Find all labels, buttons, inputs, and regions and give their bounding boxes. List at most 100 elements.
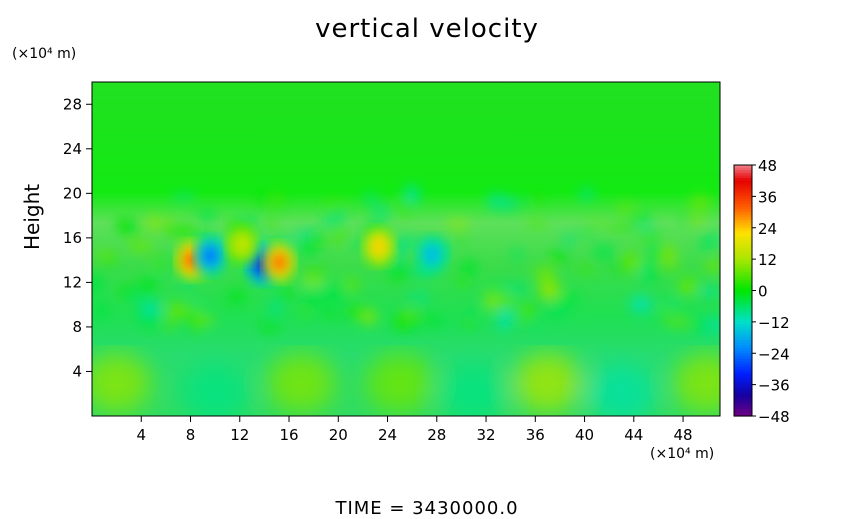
field-patch	[257, 192, 269, 205]
field-patch	[664, 318, 690, 327]
field-patch	[517, 301, 535, 322]
field-patch	[345, 305, 365, 318]
x-tick-label: 16	[279, 426, 298, 444]
field-patch	[164, 302, 188, 320]
colorbar-band	[734, 272, 752, 276]
colorbar-band	[734, 348, 752, 352]
field-patch	[629, 294, 653, 315]
field-patch	[698, 286, 720, 297]
field-patch	[704, 259, 720, 273]
colorbar-band	[734, 329, 752, 333]
field-patch	[559, 292, 580, 306]
field-patch	[270, 194, 281, 206]
x-tick-label: 36	[526, 426, 545, 444]
colorbar-band	[734, 355, 752, 360]
field-patch	[681, 215, 691, 225]
colorbar-band	[734, 167, 752, 171]
colorbar-band	[734, 188, 752, 192]
velocity-feature-ring	[236, 238, 248, 252]
field-patch	[689, 195, 711, 211]
field-patch	[323, 283, 349, 304]
field-patch	[501, 283, 527, 296]
field-patch	[304, 268, 328, 278]
colorbar-band	[734, 243, 752, 247]
field-patch	[394, 235, 419, 250]
time-label: TIME = 3430000.0	[335, 498, 519, 519]
colorbar-band	[734, 217, 752, 221]
colorbar-band	[734, 259, 752, 263]
field-patch	[196, 207, 218, 222]
colorbar-band	[734, 303, 752, 307]
field-patch	[689, 321, 708, 331]
colorbar-band	[734, 382, 752, 386]
colorbar-band	[734, 230, 752, 234]
colorbar-band	[734, 191, 752, 195]
colorbar-band	[734, 235, 752, 239]
colorbar-tick-label: 36	[758, 188, 777, 206]
colorbar-band	[734, 227, 752, 231]
colorbar: 48 36 24 12 0 −12 −24 −36 −48	[733, 157, 790, 426]
y-tick-label: 20	[63, 184, 82, 202]
colorbar-band	[734, 371, 752, 375]
field-patch	[664, 263, 681, 271]
y-tick-label: 12	[63, 273, 82, 291]
colorbar-band	[734, 214, 752, 218]
colorbar-band	[734, 334, 752, 339]
colorbar-band	[734, 327, 752, 331]
field-patch	[700, 234, 713, 254]
colorbar-band	[734, 300, 752, 305]
y-tick-label: 16	[63, 229, 82, 247]
field-patch	[342, 278, 360, 292]
field-patch	[647, 247, 669, 259]
field-patch	[128, 240, 154, 253]
field-patch	[634, 230, 660, 242]
colorbar-band	[734, 178, 752, 182]
colorbar-band	[734, 248, 752, 252]
field-patch	[92, 301, 110, 318]
colorbar-band	[734, 175, 752, 179]
chart-title: vertical velocity	[315, 14, 539, 44]
x-tick-label: 12	[230, 426, 249, 444]
colorbar-band	[734, 225, 752, 229]
plot-frame	[91, 81, 721, 417]
velocity-feature	[226, 224, 259, 265]
colorbar-band	[734, 363, 752, 367]
colorbar-band	[734, 321, 752, 326]
velocity-features	[175, 224, 448, 285]
colorbar-tick-label: −48	[758, 408, 790, 426]
field-patch	[549, 250, 569, 263]
colorbar-band	[734, 337, 752, 341]
colorbar-band	[734, 387, 752, 391]
field-patch	[372, 205, 390, 218]
colorbar-band	[734, 324, 752, 328]
field-patch	[393, 245, 407, 259]
colorbar-band	[734, 392, 752, 396]
field-patch	[615, 203, 637, 213]
y-axis-unit: (×10⁴ m)	[12, 46, 77, 62]
velocity-feature	[415, 234, 448, 275]
field-patch	[101, 257, 120, 264]
x-tick-label: 44	[624, 426, 643, 444]
colorbar-band	[734, 319, 752, 323]
colorbar-band	[734, 293, 752, 297]
colorbar-band	[734, 180, 752, 184]
field-cell	[513, 352, 582, 413]
colorbar-band	[734, 361, 752, 365]
colorbar-band	[734, 185, 752, 190]
x-axis-unit: (×10⁴ m)	[650, 446, 715, 462]
colorbar-band	[734, 251, 752, 255]
field-cell	[587, 363, 656, 416]
colorbar-band	[734, 316, 752, 320]
field-patch	[486, 192, 506, 211]
field-patch	[403, 185, 421, 205]
field-patch	[115, 217, 128, 232]
x-tick-label: 48	[674, 426, 693, 444]
x-tick-label: 20	[329, 426, 348, 444]
field-patch	[190, 320, 201, 333]
field-patch	[392, 315, 414, 331]
field-cell	[267, 352, 336, 413]
colorbar-band	[734, 196, 752, 200]
field-patch	[484, 292, 498, 312]
velocity-feature-ring	[273, 255, 285, 269]
field-patch	[455, 235, 466, 242]
